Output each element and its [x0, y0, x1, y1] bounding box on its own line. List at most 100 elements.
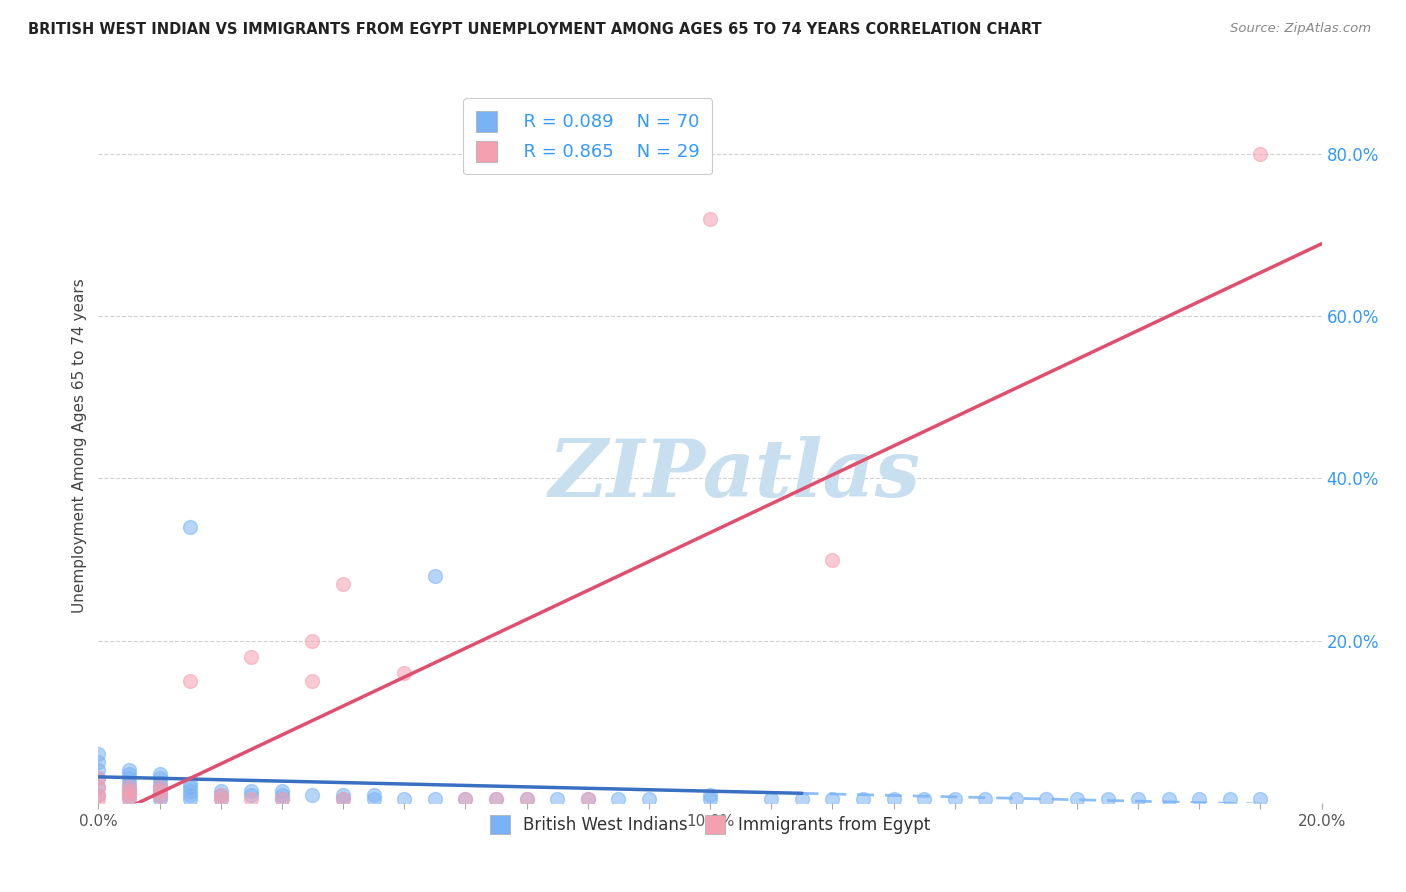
Point	[87, 780, 110, 794]
Point	[637, 791, 661, 805]
Point	[974, 791, 997, 805]
Point	[118, 783, 141, 797]
Point	[179, 674, 201, 689]
Point	[607, 791, 630, 805]
Point	[332, 577, 354, 591]
Point	[699, 788, 721, 802]
Point	[1097, 791, 1119, 805]
Point	[301, 674, 323, 689]
Point	[179, 791, 201, 805]
Point	[485, 791, 508, 805]
Point	[1249, 791, 1271, 805]
Y-axis label: Unemployment Among Ages 65 to 74 years: Unemployment Among Ages 65 to 74 years	[72, 278, 87, 614]
Point	[149, 788, 172, 802]
Point	[179, 775, 201, 789]
Point	[759, 791, 782, 805]
Point	[240, 783, 263, 797]
Point	[516, 791, 538, 805]
Point	[87, 772, 110, 786]
Point	[118, 772, 141, 786]
Point	[209, 791, 232, 805]
Point	[270, 788, 292, 802]
Point	[118, 788, 141, 802]
Point	[179, 783, 201, 797]
Point	[363, 791, 385, 805]
Point	[149, 783, 172, 797]
Point	[118, 791, 141, 805]
Point	[1219, 791, 1241, 805]
Point	[821, 791, 844, 805]
Point	[790, 791, 813, 805]
Point	[179, 780, 201, 794]
Point	[179, 788, 201, 802]
Point	[87, 747, 110, 761]
Text: ZIPatlas: ZIPatlas	[548, 436, 921, 513]
Point	[209, 783, 232, 797]
Point	[87, 791, 110, 805]
Point	[1249, 147, 1271, 161]
Point	[1004, 791, 1026, 805]
Point	[699, 211, 721, 226]
Point	[821, 552, 844, 566]
Point	[943, 791, 966, 805]
Point	[1035, 791, 1057, 805]
Point	[240, 649, 263, 664]
Point	[118, 764, 141, 778]
Point	[332, 788, 354, 802]
Point	[332, 791, 354, 805]
Point	[332, 791, 354, 805]
Point	[392, 666, 416, 681]
Point	[270, 791, 292, 805]
Point	[852, 791, 875, 805]
Point	[301, 788, 323, 802]
Point	[546, 791, 568, 805]
Point	[883, 791, 905, 805]
Point	[363, 788, 385, 802]
Point	[423, 568, 446, 582]
Point	[392, 791, 416, 805]
Point	[118, 783, 141, 797]
Point	[240, 788, 263, 802]
Point	[149, 767, 172, 781]
Point	[149, 783, 172, 797]
Point	[118, 775, 141, 789]
Point	[209, 791, 232, 805]
Point	[87, 772, 110, 786]
Point	[149, 780, 172, 794]
Point	[485, 791, 508, 805]
Point	[454, 791, 477, 805]
Point	[209, 788, 232, 802]
Point	[87, 780, 110, 794]
Point	[149, 772, 172, 786]
Point	[179, 520, 201, 534]
Point	[1188, 791, 1211, 805]
Point	[912, 791, 935, 805]
Point	[301, 633, 323, 648]
Point	[149, 775, 172, 789]
Point	[118, 767, 141, 781]
Point	[87, 756, 110, 770]
Point	[1066, 791, 1088, 805]
Point	[576, 791, 599, 805]
Text: BRITISH WEST INDIAN VS IMMIGRANTS FROM EGYPT UNEMPLOYMENT AMONG AGES 65 TO 74 YE: BRITISH WEST INDIAN VS IMMIGRANTS FROM E…	[28, 22, 1042, 37]
Point	[240, 791, 263, 805]
Point	[516, 791, 538, 805]
Point	[270, 791, 292, 805]
Text: Source: ZipAtlas.com: Source: ZipAtlas.com	[1230, 22, 1371, 36]
Legend: British West Indians, Immigrants from Egypt: British West Indians, Immigrants from Eg…	[479, 805, 941, 845]
Point	[699, 791, 721, 805]
Point	[149, 791, 172, 805]
Point	[118, 788, 141, 802]
Point	[270, 783, 292, 797]
Point	[87, 788, 110, 802]
Point	[576, 791, 599, 805]
Point	[118, 780, 141, 794]
Point	[149, 789, 172, 804]
Point	[118, 780, 141, 794]
Point	[149, 780, 172, 794]
Point	[454, 791, 477, 805]
Point	[209, 788, 232, 802]
Point	[423, 791, 446, 805]
Point	[1157, 791, 1180, 805]
Point	[118, 791, 141, 805]
